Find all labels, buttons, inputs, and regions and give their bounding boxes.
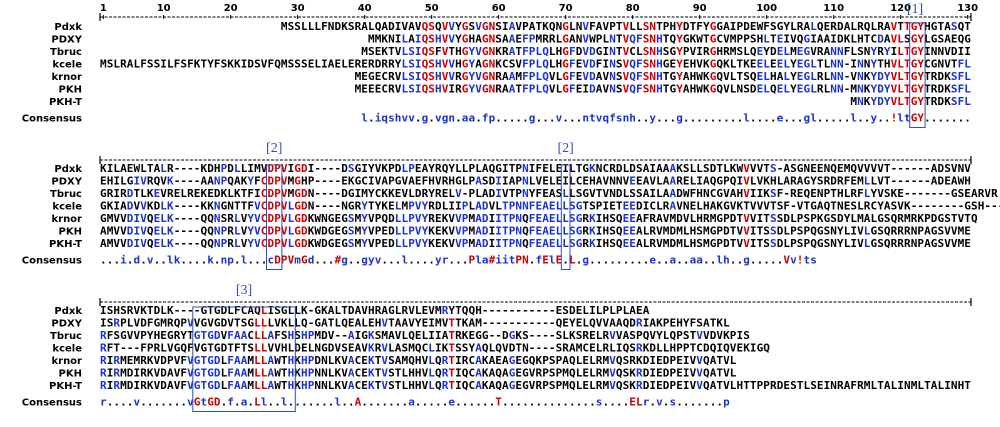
ruler-number: 40	[358, 3, 372, 14]
row-name: PDXY	[51, 35, 82, 46]
row-name: Consensus	[22, 114, 82, 125]
row-name: Tbruc	[50, 189, 82, 200]
row-name: kcele	[52, 60, 82, 71]
row-name: PKH-T	[49, 97, 82, 108]
site-label: [2]	[557, 141, 573, 156]
sequence: MSSLLLFNDKSRALQADIVAVQSQVVYGSVGNSIAVPATK…	[281, 20, 971, 33]
row-name: kcele	[52, 344, 82, 355]
row-name: Pdxk	[54, 306, 82, 317]
consensus-sequence: r....v.......vGtGD.f.a.Ll..l.......l..A.…	[100, 396, 730, 409]
ruler-number: 10	[157, 3, 171, 14]
row-name: Pdxk	[54, 164, 82, 175]
consensus-sequence: l.iqshvv.g.vgn.aa.fp.....g...v...ntvqfsn…	[361, 112, 971, 125]
ruler-number: 120	[890, 3, 911, 14]
row-name: PKH	[59, 369, 82, 380]
sequence: EHILGIVRQVK----AANPQAKYFCDPVMGHP----EKGC…	[100, 175, 971, 188]
sequence: GRIRDTLKEVRELREKEDKLKTFICDPVMGDN----DGIM…	[100, 187, 998, 200]
row-name: PKH-T	[49, 239, 82, 250]
site-label: [2]	[266, 141, 282, 156]
ruler-number: 100	[756, 3, 777, 14]
highlight-box	[560, 164, 571, 270]
row-name: PKH-T	[49, 381, 82, 392]
row-name: Consensus	[22, 398, 82, 409]
consensus-sequence: ...i.d.v..lk....k.np.l...cDPVmGd...#g..g…	[100, 254, 817, 267]
row-name: Pdxk	[54, 22, 82, 33]
sequence: RIRMDIRKVDAVFVGTGDLFAAMLLAWTHKHPNNLKVACE…	[100, 379, 971, 392]
sequence: GKIADVVKDLK----KKNGNTTFVCDPVLGDN----NGRY…	[100, 200, 1000, 213]
sequence: MMKNILAIQSHVVYGHAGNSAAEFPMRRLGANVWPLNTVQ…	[368, 33, 971, 46]
row-name: kcele	[52, 202, 82, 213]
row-name: Tbruc	[50, 331, 82, 342]
ruler-number: 110	[823, 3, 844, 14]
row-name: PKH	[59, 227, 82, 238]
sequence: GMVVDIVQELK----QQNSRLVYVCDPVLGDKWNGEGSMY…	[100, 212, 978, 225]
sequence: RFSGVVPYHEGRYTGTGDVFAACLLAFSHSHPMDV--AIG…	[100, 329, 750, 342]
sequence: MEGECRVLSIQSHVVRGYVGNRAAMFPLQVLGFEVDAVNS…	[355, 70, 972, 83]
ruler-number: 130	[957, 3, 978, 14]
sequence: MSEKTVLSIQSFVTHGYVGNKRATFPLQLHGFDVDGINTV…	[361, 45, 971, 58]
sequence: MNKYDYVLTGYTRDKSFL	[850, 95, 971, 108]
sequence: MEEECRVLSIQSHVIRGYVGNRAATFPLQVLGFEIDAVNS…	[355, 83, 972, 96]
highlight-box	[266, 164, 283, 270]
highlight-box	[192, 306, 296, 412]
sequence: KILAEWLTALR----KDHPDLLIMVDPVIGDI----DSGI…	[100, 162, 971, 175]
row-name: krnor	[51, 72, 82, 83]
sequence: ISRPLVDFGMRQPVVGVGDVTSGLLLVKLLQ-GATLQEAL…	[100, 317, 730, 330]
sequence: RIRMEMRKVDPVFVGTGDLFAAMLLAWTHKHPDNLKVACE…	[100, 354, 737, 367]
ruler-number: 20	[224, 3, 238, 14]
row-name: PDXY	[51, 319, 82, 330]
row-name: Tbruc	[50, 47, 82, 58]
site-label: [3]	[236, 283, 252, 298]
highlight-box	[909, 22, 926, 128]
ruler-number: 80	[626, 3, 640, 14]
site-label: [1]	[907, 2, 923, 17]
ruler-number: 30	[291, 3, 305, 14]
ruler-number: 70	[559, 3, 573, 14]
row-name: krnor	[51, 356, 82, 367]
row-name: PDXY	[51, 177, 82, 188]
sequence: RFT---FPRLVGQFVGTGDTFTSLLVVHLDELNGDVSEAV…	[100, 342, 770, 355]
sequence: AMVVDIVQELK----QQNPRLVYVCDPVLGDKWDGEGSMY…	[100, 237, 971, 250]
sequence: AMVVDIVQELK----QQNPRLVYVCDPVLGDKWDGEGSMY…	[100, 225, 971, 238]
row-name: krnor	[51, 214, 82, 225]
ruler-number: 90	[693, 3, 707, 14]
ruler-number: 1	[100, 3, 107, 14]
row-name: PKH	[59, 85, 82, 96]
sequence: ISHSRVKTDLK----GTGDLFCAQLISGLLK-GKALTDAV…	[100, 304, 650, 317]
sequence: RIRMDIRKVDAVFVGTGDLFAAMLLAWTHKHPNNLKVACE…	[100, 367, 737, 380]
sequence: MSLRALFSSILFSFKTYFSKKIDSVFQMSSSELIAELERE…	[100, 58, 971, 71]
row-name: Consensus	[22, 256, 82, 267]
ruler-number: 50	[425, 3, 439, 14]
ruler-number: 60	[492, 3, 506, 14]
